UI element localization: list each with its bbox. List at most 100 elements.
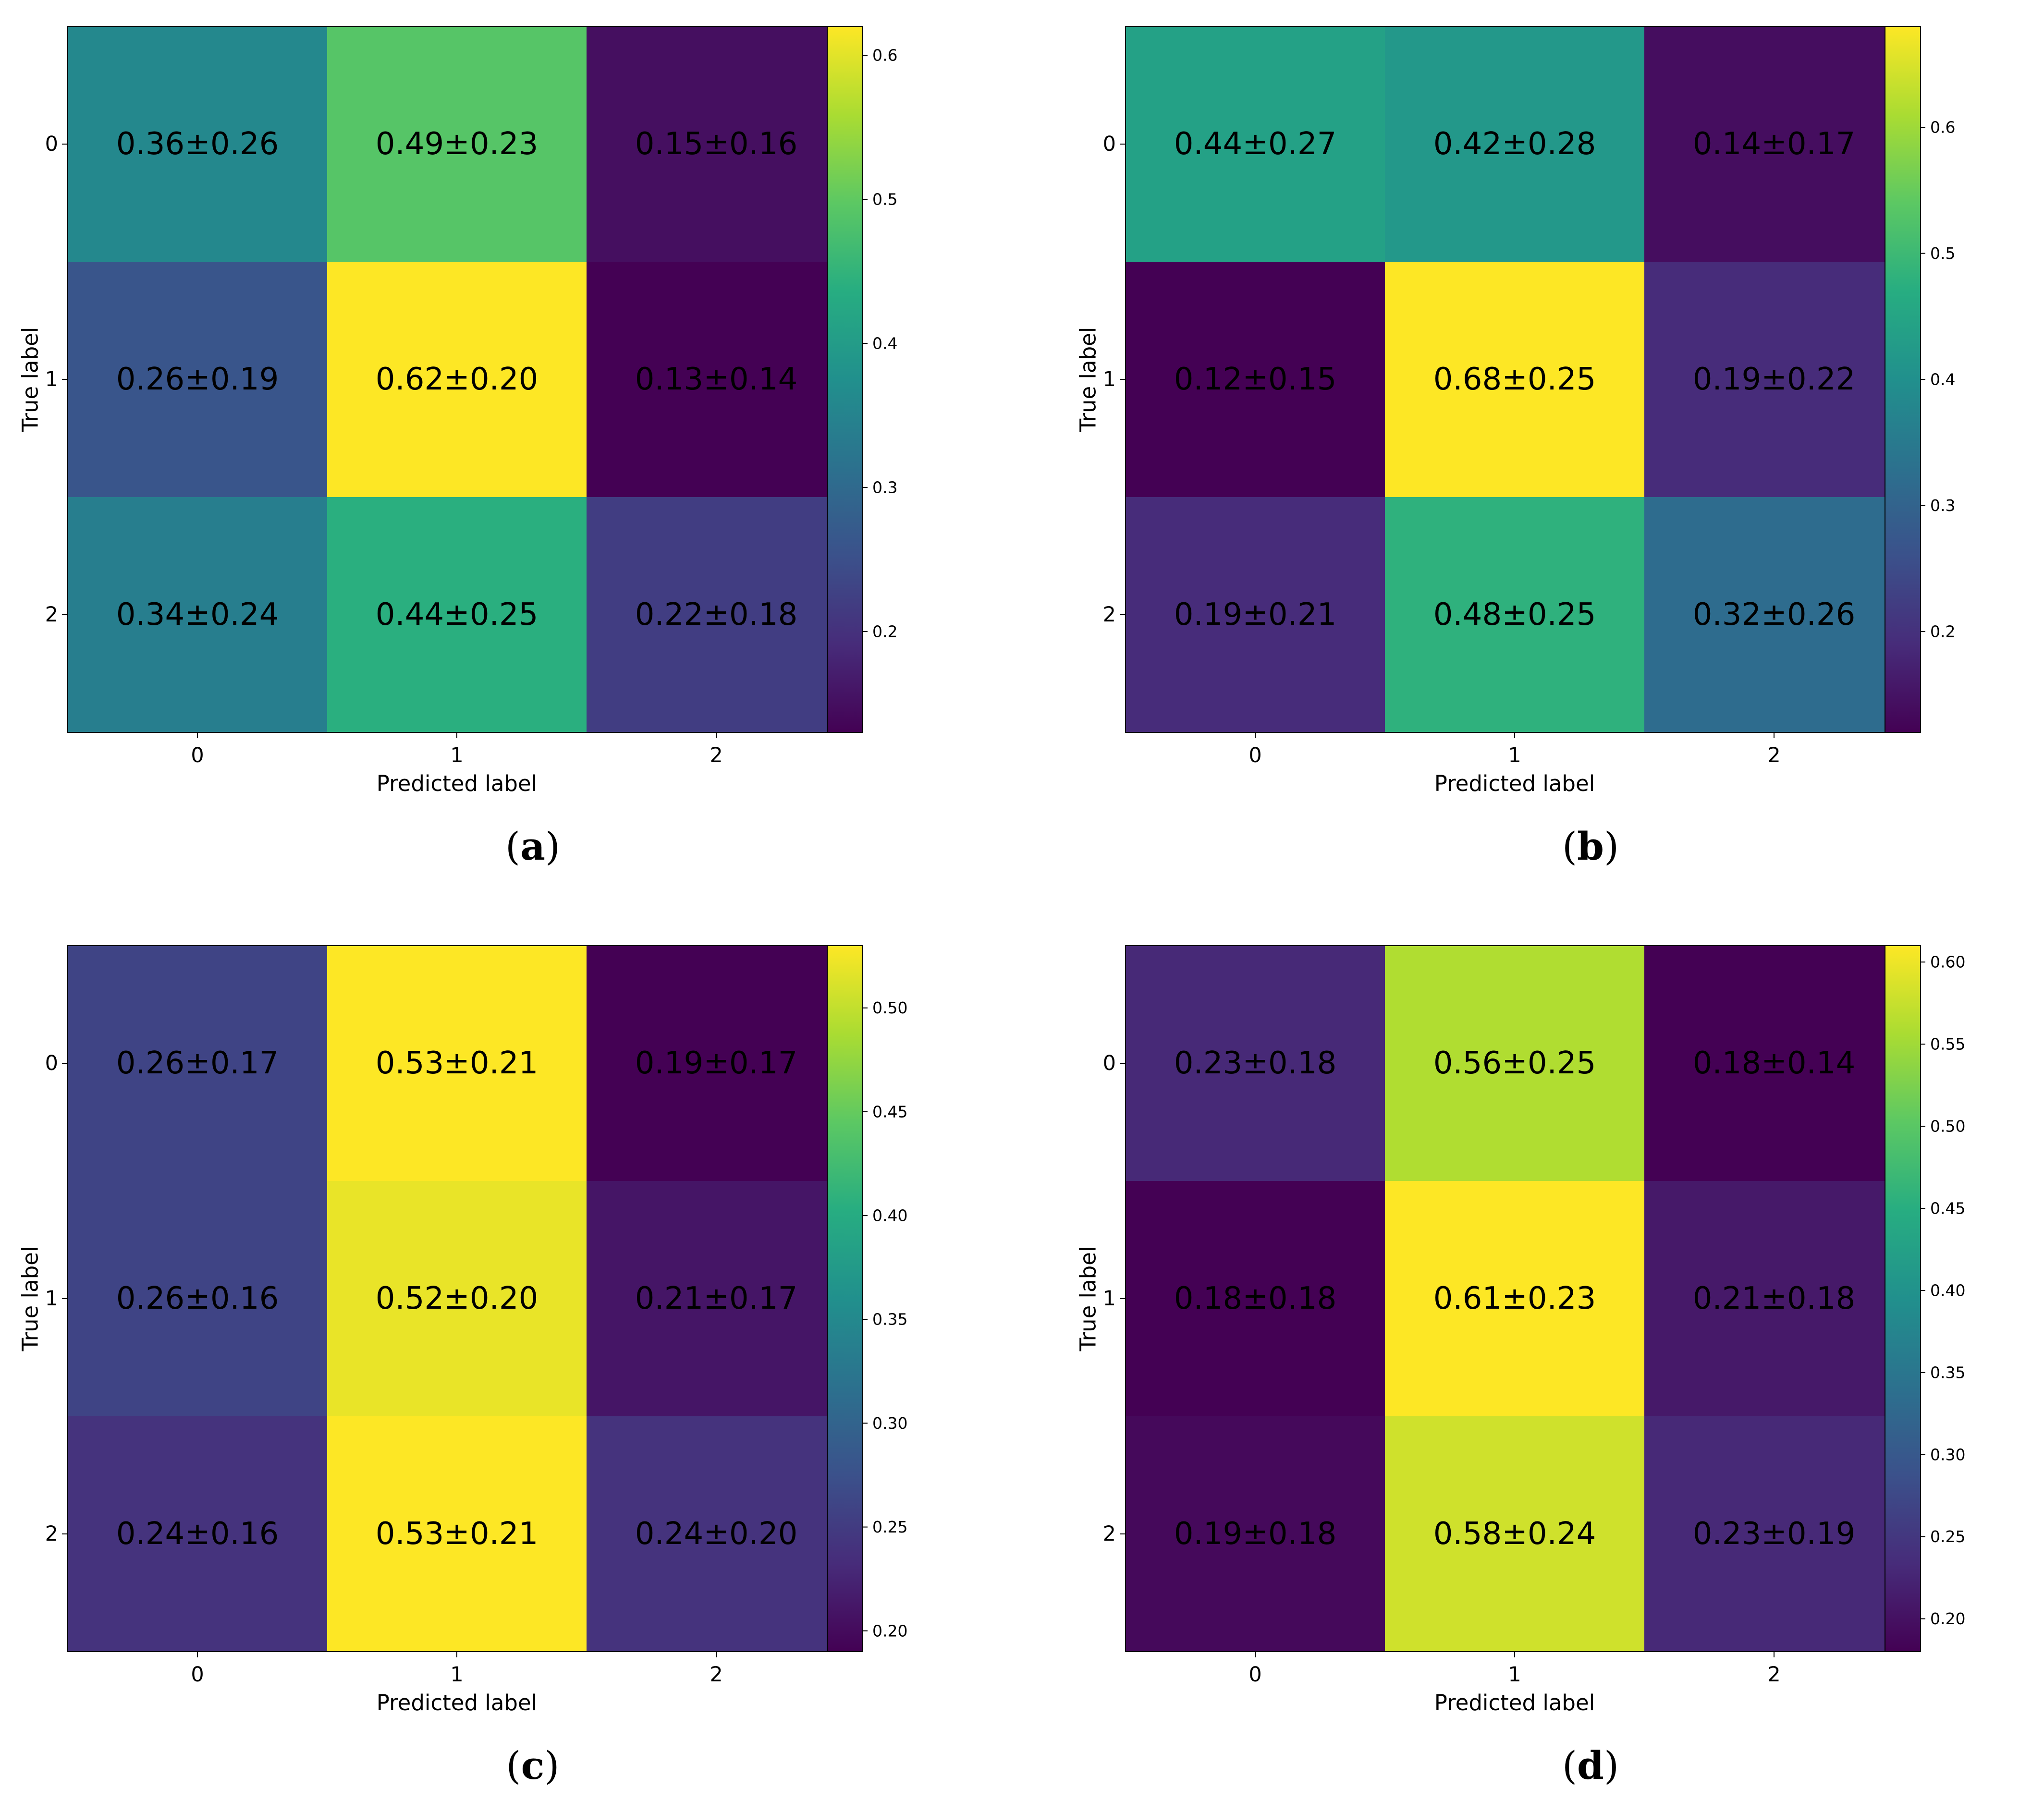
cell-value-label: 0.42±0.28 (1433, 126, 1596, 162)
x-tick-label: 2 (1767, 1663, 1780, 1687)
cell-value-label: 0.26±0.17 (116, 1046, 279, 1081)
colorbar-frame (827, 26, 863, 733)
heatmap-cell (1126, 497, 1385, 732)
cell-value-label: 0.19±0.18 (1174, 1516, 1337, 1552)
heatmap-cell (587, 262, 846, 497)
heatmap-cell (587, 946, 846, 1181)
colorbar (1885, 26, 1921, 732)
cell-value-label: 0.53±0.21 (376, 1046, 539, 1081)
colorbar-tick-label: 0.2 (872, 622, 897, 641)
colorbar-tick-label: 0.25 (872, 1518, 907, 1536)
x-tick-label: 1 (1508, 1663, 1521, 1687)
heatmap-cell (1644, 946, 1904, 1181)
y-axis-label: True label (18, 327, 43, 433)
colorbar-tick-label: 0.35 (1930, 1363, 1965, 1382)
cell-value-label: 0.19±0.22 (1693, 362, 1856, 397)
heatmap-cell (68, 1416, 327, 1652)
heatmap-cell (327, 1416, 587, 1652)
confusion-matrix-panel-b: 0.44±0.27 0.42±0.28 0.14±0.17 0.12±0.15 0.68… (1076, 26, 1955, 869)
colorbar-tick-label: 0.25 (1930, 1527, 1965, 1546)
cell-value-label: 0.14±0.17 (1693, 126, 1856, 162)
colorbar-tick-label: 0.20 (872, 1621, 907, 1640)
colorbar-tick-label: 0.20 (1930, 1609, 1965, 1628)
y-tick-label: 1 (1103, 367, 1116, 391)
cell-value-label: 0.13±0.14 (635, 362, 798, 397)
cell-value-label: 0.44±0.25 (376, 597, 539, 632)
cell-value-label: 0.36±0.26 (116, 126, 279, 162)
x-tick-label: 0 (1248, 743, 1261, 767)
colorbar-tick-label: 0.4 (1930, 370, 1955, 389)
cell-value-label: 0.52±0.20 (376, 1281, 539, 1316)
caption-letter: a (520, 824, 545, 869)
colorbar-frame (827, 945, 863, 1652)
y-tick-label: 2 (1103, 603, 1116, 627)
cell-value-label: 0.23±0.18 (1174, 1046, 1337, 1081)
heatmap-cell (587, 1416, 846, 1652)
heatmap-cell (1385, 497, 1644, 732)
cell-value-label: 0.21±0.18 (1693, 1281, 1856, 1316)
x-axis-label: Predicted label (1434, 771, 1595, 796)
cell-value-label: 0.49±0.23 (376, 126, 539, 162)
colorbar-tick-label: 0.3 (1930, 496, 1955, 515)
colorbar-tick-label: 0.55 (1930, 1035, 1965, 1054)
colorbar-tick-label: 0.35 (872, 1310, 907, 1329)
colorbar-tick-label: 0.6 (1930, 118, 1955, 137)
x-axis-label: Predicted label (1434, 1690, 1595, 1715)
cell-value-label: 0.21±0.17 (635, 1281, 798, 1316)
heatmap-cell (1644, 1181, 1904, 1416)
heatmap-cell (587, 26, 846, 262)
heatmap-cell (327, 497, 587, 732)
heatmap-cell (327, 262, 587, 497)
y-tick-label: 1 (45, 1287, 58, 1311)
heatmap-cell (587, 497, 846, 732)
caption-letter: d (1577, 1743, 1604, 1788)
cell-value-label: 0.62±0.20 (376, 362, 539, 397)
cell-value-label: 0.61±0.23 (1433, 1281, 1596, 1316)
confusion-matrix-panel-c: 0.26±0.17 0.53±0.21 0.19±0.17 0.26±0.16 0.52… (18, 945, 907, 1788)
cell-value-label: 0.22±0.18 (635, 597, 798, 632)
heatmap-cell (1385, 26, 1644, 262)
colorbar-tick-label: 0.45 (872, 1102, 907, 1121)
heatmap-cell (1385, 1181, 1644, 1416)
caption-paren-open: ( (1562, 1743, 1577, 1788)
heatmap-cell (587, 1181, 846, 1416)
heatmap-cell (68, 946, 327, 1181)
heatmap-cell (1644, 497, 1904, 732)
cell-value-label: 0.19±0.17 (635, 1046, 798, 1081)
colorbar-tick-label: 0.60 (1930, 953, 1965, 972)
cell-value-label: 0.19±0.21 (1174, 597, 1337, 632)
cell-value-label: 0.34±0.24 (116, 597, 279, 632)
heatmap-cell (1385, 262, 1644, 497)
heatmap-cell (68, 26, 327, 262)
heatmap-cell (68, 1181, 327, 1416)
colorbar-frame (1885, 945, 1921, 1652)
heatmap-cell (1126, 1416, 1385, 1652)
cell-value-label: 0.53±0.21 (376, 1516, 539, 1552)
cell-value-label: 0.24±0.16 (116, 1516, 279, 1552)
cell-value-label: 0.23±0.19 (1693, 1516, 1856, 1552)
cell-value-label: 0.18±0.18 (1174, 1281, 1337, 1316)
x-tick-label: 1 (1508, 743, 1521, 767)
caption-letter: b (1577, 824, 1604, 869)
heatmap-cell (1644, 1416, 1904, 1652)
heatmap-cell (327, 946, 587, 1181)
colorbar-tick-label: 0.30 (1930, 1445, 1965, 1464)
y-axis-label: True label (18, 1246, 43, 1352)
caption-paren-close: ) (1604, 824, 1619, 869)
y-axis-label: True label (1076, 1246, 1101, 1352)
panel-caption: (a) (505, 824, 560, 869)
colorbar-tick-label: 0.6 (872, 46, 897, 65)
cell-value-label: 0.48±0.25 (1433, 597, 1596, 632)
cell-value-label: 0.26±0.19 (116, 362, 279, 397)
colorbar-tick-label: 0.40 (1930, 1281, 1965, 1300)
colorbar-tick-label: 0.40 (872, 1206, 907, 1225)
caption-paren-open: ( (1562, 824, 1577, 869)
heatmap-cell (68, 262, 327, 497)
confusion-matrix-panel-a: 0.36±0.26 0.49±0.23 0.15±0.160.26±0.19 0.62… (18, 26, 897, 869)
heatmap-cell (327, 1181, 587, 1416)
cell-value-label: 0.56±0.25 (1433, 1046, 1596, 1081)
caption-letter: c (521, 1743, 545, 1788)
y-tick-label: 0 (45, 132, 58, 156)
colorbar-tick-label: 0.50 (1930, 1117, 1965, 1136)
